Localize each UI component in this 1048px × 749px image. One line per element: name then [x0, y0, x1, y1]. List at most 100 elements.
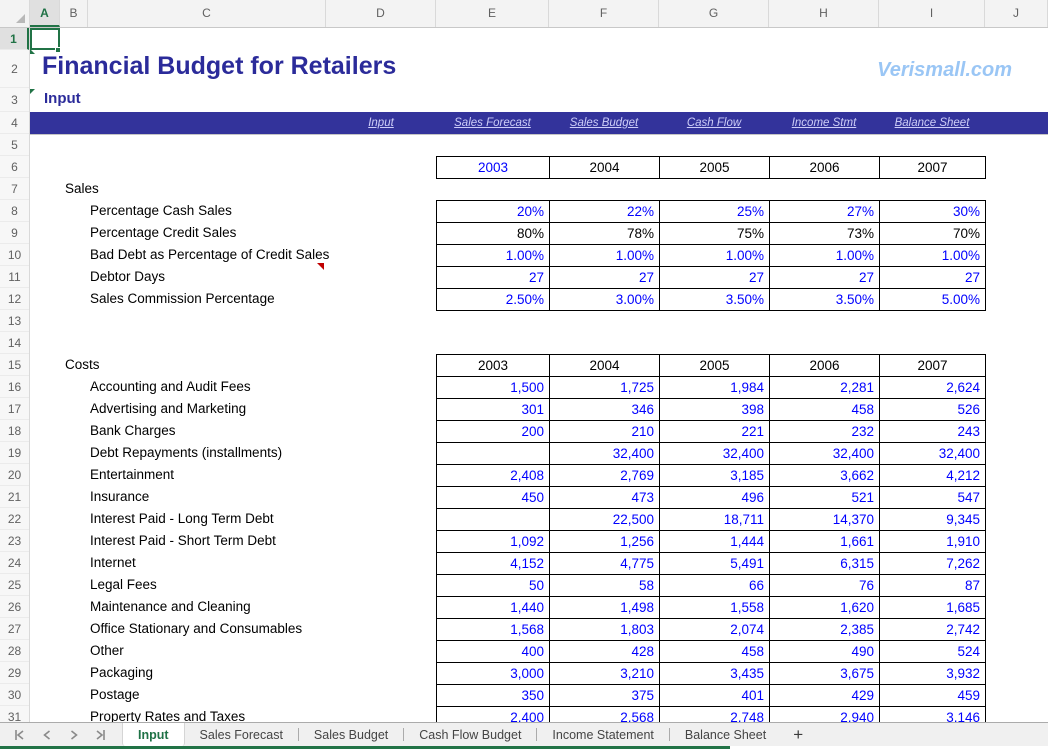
row-header-10[interactable]: 10 [0, 244, 29, 266]
value-cell[interactable] [437, 443, 550, 465]
value-cell[interactable]: 27 [880, 267, 986, 289]
value-cell[interactable]: 4,152 [437, 553, 550, 575]
value-cell[interactable]: 3,000 [437, 663, 550, 685]
sheet-tab-sales-budget[interactable]: Sales Budget [313, 727, 389, 742]
value-cell[interactable]: 450 [437, 487, 550, 509]
row-header-2[interactable]: 2 [0, 50, 29, 88]
value-cell[interactable]: 4,212 [880, 465, 986, 487]
value-cell[interactable]: 1,440 [437, 597, 550, 619]
value-cell[interactable]: 2,408 [437, 465, 550, 487]
value-cell[interactable]: 2,568 [550, 707, 660, 722]
row-header-3[interactable]: 3 [0, 88, 29, 112]
row-header-21[interactable]: 21 [0, 486, 29, 508]
nav-link-income-stmt[interactable]: Income Stmt [791, 117, 857, 129]
value-cell[interactable]: 401 [660, 685, 770, 707]
value-cell[interactable]: 2,748 [660, 707, 770, 722]
value-cell[interactable]: 1,568 [437, 619, 550, 641]
value-cell[interactable]: 2,624 [880, 377, 986, 399]
value-cell[interactable]: 3,932 [880, 663, 986, 685]
value-cell[interactable]: 200 [437, 421, 550, 443]
value-cell[interactable]: 3,210 [550, 663, 660, 685]
row-header-25[interactable]: 25 [0, 574, 29, 596]
value-cell[interactable]: 1,092 [437, 531, 550, 553]
nav-link-sales-forecast[interactable]: Sales Forecast [454, 117, 531, 129]
value-cell[interactable]: 301 [437, 399, 550, 421]
value-cell[interactable]: 2,385 [770, 619, 880, 641]
value-cell[interactable]: 3.50% [770, 289, 880, 311]
column-header-g[interactable]: G [659, 0, 769, 27]
value-cell[interactable]: 27% [770, 201, 880, 223]
value-cell[interactable]: 1.00% [550, 245, 660, 267]
value-cell[interactable]: 1,803 [550, 619, 660, 641]
year-header-cell[interactable]: 2005 [660, 157, 770, 179]
value-cell[interactable]: 3,662 [770, 465, 880, 487]
year-header-cell[interactable]: 2003 [437, 355, 550, 377]
row-header-17[interactable]: 17 [0, 398, 29, 420]
column-header-j[interactable]: J [985, 0, 1048, 27]
value-cell[interactable]: 210 [550, 421, 660, 443]
column-header-b[interactable]: B [60, 0, 88, 27]
value-cell[interactable]: 2.50% [437, 289, 550, 311]
row-header-29[interactable]: 29 [0, 662, 29, 684]
sheet-tab-input[interactable]: Input [122, 723, 185, 746]
value-cell[interactable]: 2,281 [770, 377, 880, 399]
value-cell[interactable]: 3,185 [660, 465, 770, 487]
value-cell[interactable]: 459 [880, 685, 986, 707]
selected-cell-a1[interactable] [30, 28, 60, 50]
value-cell[interactable]: 521 [770, 487, 880, 509]
value-cell[interactable]: 22,500 [550, 509, 660, 531]
column-header-i[interactable]: I [879, 0, 985, 27]
value-cell[interactable]: 2,742 [880, 619, 986, 641]
value-cell[interactable]: 32,400 [550, 443, 660, 465]
row-header-23[interactable]: 23 [0, 530, 29, 552]
value-cell[interactable]: 1,558 [660, 597, 770, 619]
year-header-cell[interactable]: 2004 [550, 157, 660, 179]
row-header-6[interactable]: 6 [0, 156, 29, 178]
value-cell[interactable]: 32,400 [880, 443, 986, 465]
column-header-e[interactable]: E [436, 0, 549, 27]
value-cell[interactable]: 1,620 [770, 597, 880, 619]
value-cell[interactable]: 27 [660, 267, 770, 289]
value-cell[interactable]: 3,146 [880, 707, 986, 722]
value-cell[interactable]: 221 [660, 421, 770, 443]
value-cell[interactable]: 87 [880, 575, 986, 597]
value-cell[interactable]: 524 [880, 641, 986, 663]
value-cell[interactable]: 25% [660, 201, 770, 223]
value-cell[interactable]: 3.00% [550, 289, 660, 311]
year-header-cell[interactable]: 2004 [550, 355, 660, 377]
value-cell[interactable]: 428 [550, 641, 660, 663]
row-header-1[interactable]: 1 [0, 28, 29, 50]
row-header-27[interactable]: 27 [0, 618, 29, 640]
value-cell[interactable]: 22% [550, 201, 660, 223]
sheet-tab-income-statement[interactable]: Income Statement [552, 727, 654, 742]
value-cell[interactable]: 232 [770, 421, 880, 443]
sheet-tab-balance-sheet[interactable]: Balance Sheet [684, 727, 767, 742]
value-cell[interactable]: 1,685 [880, 597, 986, 619]
column-header-d[interactable]: D [326, 0, 436, 27]
value-cell[interactable]: 80% [437, 223, 550, 245]
value-cell[interactable]: 3,675 [770, 663, 880, 685]
previous-sheet-button[interactable] [33, 723, 60, 746]
value-cell[interactable]: 490 [770, 641, 880, 663]
value-cell[interactable]: 1.00% [437, 245, 550, 267]
column-header-f[interactable]: F [549, 0, 659, 27]
value-cell[interactable]: 1.00% [880, 245, 986, 267]
year-header-cell[interactable]: 2005 [660, 355, 770, 377]
value-cell[interactable]: 50 [437, 575, 550, 597]
add-sheet-button[interactable]: + [793, 724, 804, 744]
value-cell[interactable]: 14,370 [770, 509, 880, 531]
value-cell[interactable]: 30% [880, 201, 986, 223]
column-header-c[interactable]: C [88, 0, 326, 27]
value-cell[interactable]: 375 [550, 685, 660, 707]
value-cell[interactable]: 76 [770, 575, 880, 597]
value-cell[interactable]: 70% [880, 223, 986, 245]
select-all-corner[interactable] [0, 0, 30, 27]
row-header-8[interactable]: 8 [0, 200, 29, 222]
nav-link-cash-flow[interactable]: Cash Flow [686, 117, 742, 129]
row-header-24[interactable]: 24 [0, 552, 29, 574]
value-cell[interactable]: 547 [880, 487, 986, 509]
value-cell[interactable]: 1,256 [550, 531, 660, 553]
year-header-cell[interactable]: 2006 [770, 157, 880, 179]
row-header-5[interactable]: 5 [0, 134, 29, 156]
row-header-4[interactable]: 4 [0, 112, 29, 134]
